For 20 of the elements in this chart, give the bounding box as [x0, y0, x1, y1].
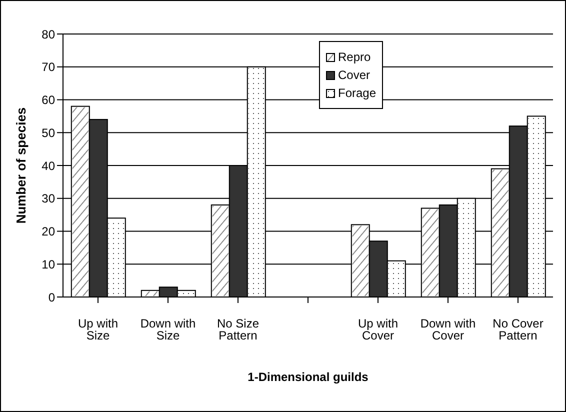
y-tick-label: 10 [42, 257, 56, 272]
y-tick-label: 40 [42, 158, 56, 173]
x-tick-label: No Cover Pattern [492, 316, 544, 343]
y-tick-label: 30 [42, 192, 56, 206]
x-tick-label: Up with Cover [358, 316, 398, 343]
legend-label: Cover [337, 68, 372, 82]
x-tick-label: No Size Pattern [216, 316, 260, 343]
y-tick-label: 80 [42, 27, 56, 42]
legend-label: Forage [337, 86, 376, 100]
legend-label: Repro [337, 50, 372, 64]
x-tick-label: Down with Size [140, 316, 196, 343]
x-axis-title: 1-Dimensional guilds [248, 370, 369, 384]
y-axis-title: Number of species [14, 107, 29, 224]
y-tick-label: 0 [48, 290, 56, 304]
y-tick-label: 70 [42, 60, 56, 74]
x-tick-label: Up with Size [78, 316, 118, 343]
y-tick-label: 60 [42, 93, 56, 108]
x-tick-label: Down with Cover [420, 316, 476, 343]
y-tick-label: 20 [42, 224, 56, 239]
y-tick-label: 50 [42, 126, 56, 140]
